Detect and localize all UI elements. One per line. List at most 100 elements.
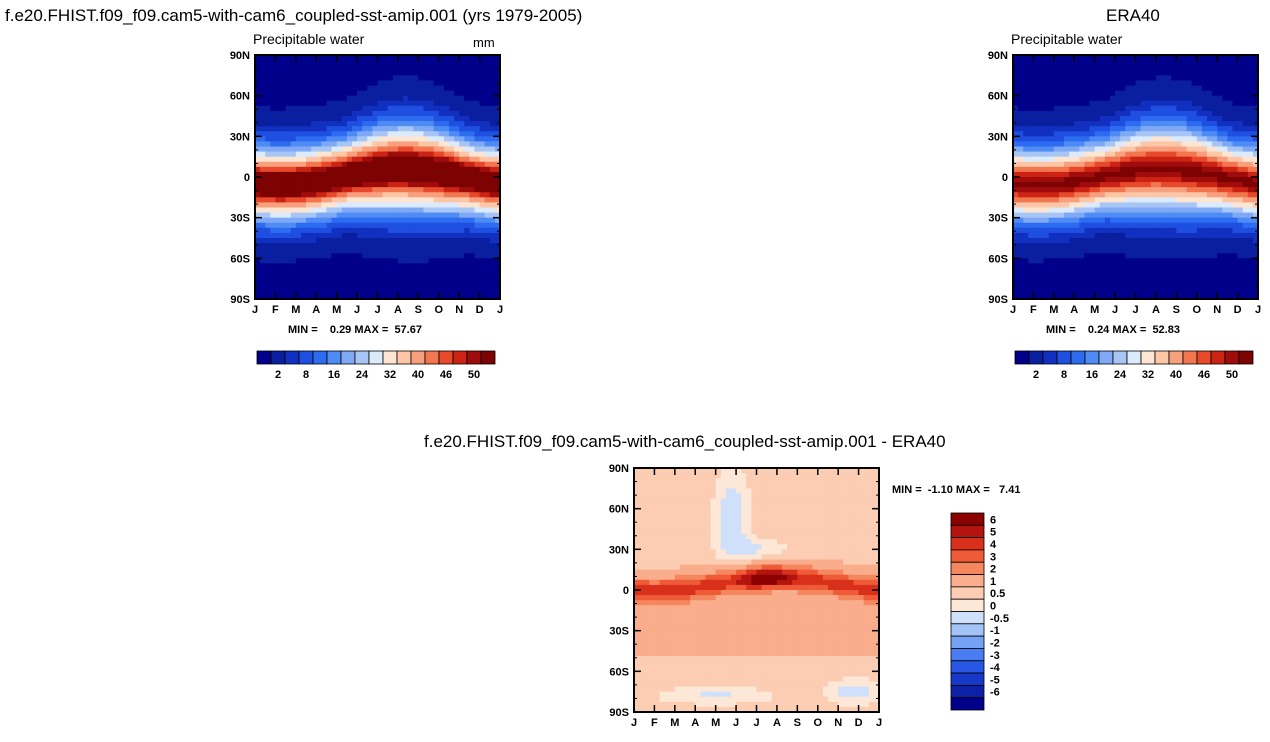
model-cell bbox=[306, 283, 312, 290]
model-cell bbox=[489, 207, 496, 214]
obs-cell bbox=[1247, 95, 1254, 102]
obs-cell bbox=[1125, 197, 1131, 204]
model-cell bbox=[316, 60, 322, 66]
obs-cell bbox=[1222, 232, 1228, 239]
obs-cell bbox=[1201, 207, 1208, 214]
obs-cell bbox=[1033, 238, 1040, 244]
obs-cell bbox=[1033, 85, 1040, 92]
model-cell bbox=[290, 116, 297, 122]
model-cell bbox=[265, 202, 271, 209]
obs-cell bbox=[1191, 121, 1198, 127]
obs-cell bbox=[1043, 146, 1050, 153]
model-cell bbox=[454, 161, 460, 168]
model-cell bbox=[464, 166, 470, 173]
obs-cell bbox=[1155, 70, 1162, 76]
obs-cell bbox=[1120, 268, 1126, 275]
model-cell bbox=[474, 293, 481, 300]
model-cell bbox=[295, 227, 302, 234]
model-cell bbox=[295, 141, 302, 148]
model-cell bbox=[311, 151, 317, 158]
obs-cell bbox=[1079, 90, 1086, 97]
obs-cell bbox=[1099, 273, 1106, 280]
model-cell bbox=[357, 197, 363, 204]
model-cell bbox=[270, 273, 277, 280]
model-cell bbox=[270, 283, 277, 290]
obs-cell bbox=[1181, 60, 1188, 66]
diff-cell bbox=[679, 478, 686, 484]
obs-cell bbox=[1109, 268, 1116, 275]
obs-cell bbox=[1109, 202, 1116, 209]
model-cell bbox=[387, 110, 394, 117]
obs-cell bbox=[1155, 273, 1162, 280]
model-cell bbox=[428, 126, 435, 132]
model-cell bbox=[285, 243, 292, 249]
obs-cell bbox=[1242, 263, 1249, 270]
obs-cell bbox=[1028, 126, 1035, 132]
model-cell bbox=[448, 258, 455, 265]
obs-cell bbox=[1089, 227, 1096, 234]
obs-cell bbox=[1171, 232, 1177, 239]
obs-cell bbox=[1048, 288, 1055, 295]
model-cell bbox=[418, 60, 425, 66]
obs-cell bbox=[1237, 288, 1244, 295]
obs-cell bbox=[1161, 166, 1167, 173]
obs-cell bbox=[1227, 95, 1234, 102]
obs-cell bbox=[1104, 283, 1111, 290]
obs-cell bbox=[1089, 136, 1096, 143]
model-cell bbox=[413, 116, 419, 122]
obs-cell bbox=[1109, 131, 1116, 137]
model-cell bbox=[408, 131, 414, 137]
obs-cell bbox=[1013, 116, 1019, 122]
model-cell bbox=[300, 263, 307, 270]
model-cell bbox=[479, 238, 486, 244]
model-cell bbox=[423, 238, 430, 244]
obs-cell bbox=[1217, 207, 1223, 214]
obs-cell bbox=[1186, 85, 1193, 92]
model-cell bbox=[346, 171, 353, 178]
obs-cell bbox=[1181, 131, 1188, 137]
obs-cell bbox=[1028, 197, 1035, 204]
model-cell bbox=[306, 248, 312, 254]
model-cell bbox=[331, 60, 338, 66]
obs-cell bbox=[1048, 85, 1055, 92]
obs-cell bbox=[1227, 116, 1234, 122]
obs-cell bbox=[1023, 232, 1029, 239]
model-cell bbox=[392, 65, 399, 71]
obs-cell bbox=[1013, 55, 1019, 61]
obs-cell bbox=[1227, 227, 1234, 234]
model-cell bbox=[413, 100, 419, 107]
obs-cell bbox=[1033, 110, 1040, 117]
model-cell bbox=[367, 171, 373, 178]
model-cell bbox=[341, 222, 348, 229]
obs-cell bbox=[1161, 192, 1167, 198]
obs-cell bbox=[1181, 65, 1188, 71]
obs-cell bbox=[1155, 293, 1162, 300]
diff-cell bbox=[746, 478, 752, 484]
obs-cell bbox=[1115, 263, 1121, 270]
obs-cell bbox=[1145, 187, 1152, 193]
model-cell bbox=[362, 80, 368, 87]
obs-cell bbox=[1048, 187, 1055, 193]
model-cell bbox=[367, 177, 373, 183]
obs-cell bbox=[1181, 258, 1188, 265]
model-cell bbox=[285, 141, 292, 148]
model-cell bbox=[433, 248, 440, 254]
obs-cell bbox=[1074, 171, 1080, 178]
obs-cell bbox=[1125, 151, 1131, 158]
model-cell bbox=[408, 232, 414, 239]
obs-cell bbox=[1217, 171, 1223, 178]
obs-cell bbox=[1115, 100, 1121, 107]
model-cell bbox=[484, 227, 491, 234]
model-cell bbox=[326, 187, 333, 193]
obs-cell bbox=[1084, 121, 1091, 127]
obs-cell bbox=[1104, 85, 1111, 92]
obs-cell bbox=[1181, 293, 1188, 300]
model-cell bbox=[489, 110, 496, 117]
model-cell bbox=[336, 202, 343, 209]
obs-cell bbox=[1135, 243, 1142, 249]
model-cell bbox=[295, 75, 302, 82]
obs-cell bbox=[1186, 273, 1193, 280]
obs-cell bbox=[1135, 283, 1142, 290]
model-cell bbox=[295, 126, 302, 132]
model-cell bbox=[351, 278, 358, 285]
